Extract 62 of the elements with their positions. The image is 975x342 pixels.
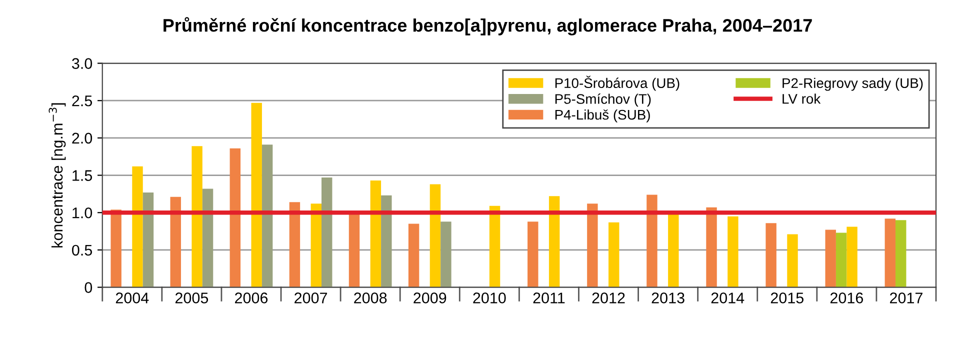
bar xyxy=(528,222,538,288)
x-tick-label: 2014 xyxy=(711,292,744,304)
bar xyxy=(408,224,420,288)
bar xyxy=(430,184,441,288)
x-tick-label: 2007 xyxy=(294,292,328,304)
x-tick-label: 2012 xyxy=(592,292,625,304)
x-tick-label: 2016 xyxy=(830,292,864,304)
bar xyxy=(310,204,322,288)
x-tick-label: 2010 xyxy=(473,292,506,304)
legend-label: P10-Šrobárova (UB) xyxy=(555,76,680,91)
bar xyxy=(322,178,332,288)
bar xyxy=(846,226,858,288)
y-tick-label: 0.5 xyxy=(72,244,92,256)
bar xyxy=(646,194,658,288)
bar xyxy=(370,180,382,288)
bar xyxy=(192,146,202,288)
bar xyxy=(110,210,122,288)
x-tick-label: 2005 xyxy=(175,292,208,304)
x-tick-label: 2008 xyxy=(354,292,387,304)
bar xyxy=(706,207,717,288)
x-tick-label: 2004 xyxy=(116,292,149,304)
x-tick-label: 2009 xyxy=(414,292,446,304)
y-tick-label: 2.0 xyxy=(72,132,92,144)
bar xyxy=(884,218,896,288)
y-tick-label: 1.0 xyxy=(72,207,92,218)
bar xyxy=(728,216,738,288)
x-tick-label: 2017 xyxy=(890,292,922,304)
bar xyxy=(587,204,598,288)
y-tick-label: 0 xyxy=(84,282,92,293)
bar xyxy=(251,102,262,288)
x-tick-label: 2011 xyxy=(533,292,565,304)
x-tick-label: 2006 xyxy=(235,292,268,304)
legend-label: P2-Riegrovy sady (UB) xyxy=(782,78,923,91)
bar xyxy=(787,234,798,288)
bar xyxy=(548,196,560,288)
legend-label: LV rok xyxy=(782,94,821,104)
bar xyxy=(381,195,392,288)
bar xyxy=(608,222,620,288)
y-tick-label: 1.5 xyxy=(72,170,92,181)
bar xyxy=(230,148,241,288)
bar xyxy=(170,196,181,288)
bar xyxy=(132,166,143,288)
bar xyxy=(289,202,300,288)
bar xyxy=(766,223,776,288)
x-tick-label: 2013 xyxy=(652,292,684,304)
legend-label: P5-Smíchov (T) xyxy=(555,94,651,107)
bar xyxy=(142,192,154,288)
y-tick-label: 3.0 xyxy=(72,58,92,69)
bar xyxy=(489,206,500,288)
chart-title: Průměrné roční koncentrace benzo[a]pyrenu, aglomerace Praha, 2004–2017 xyxy=(164,17,812,36)
bar xyxy=(202,188,214,288)
x-tick-label: 2015 xyxy=(770,292,804,304)
bar xyxy=(262,144,273,288)
y-tick-label: 2.5 xyxy=(72,95,92,106)
bar xyxy=(825,230,836,288)
bar xyxy=(668,213,679,288)
bar xyxy=(348,212,360,288)
y-axis-title: koncentrace [ng.m$^{−3}$] xyxy=(48,103,66,248)
bar xyxy=(896,220,906,288)
bar xyxy=(836,232,847,288)
legend-label: P4-Libuš (SUB) xyxy=(555,109,650,122)
bar xyxy=(440,222,452,288)
